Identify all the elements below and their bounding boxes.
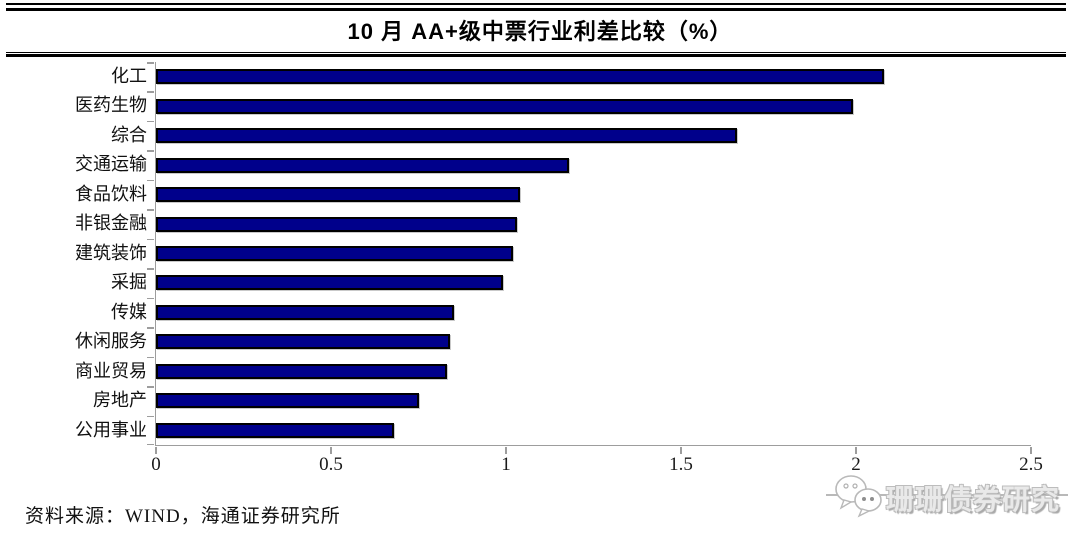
bar <box>156 246 513 261</box>
y-axis-tick <box>147 268 154 270</box>
y-axis-tick <box>147 150 154 152</box>
y-axis-tick <box>147 238 154 241</box>
category-label: 采掘 <box>111 272 147 293</box>
y-axis-tick <box>147 443 154 445</box>
source-note: 资料来源：WIND，海通证券研究所 <box>25 506 341 527</box>
bar <box>156 216 517 232</box>
x-axis-tick-label: 2.5 <box>1019 454 1043 475</box>
bar <box>156 422 394 438</box>
category-label: 休闲服务 <box>75 331 147 352</box>
bar <box>156 363 447 379</box>
bar <box>156 393 419 409</box>
category-label: 传媒 <box>111 301 147 322</box>
y-axis-tick <box>147 327 154 329</box>
bar <box>156 128 737 144</box>
plot-area: 0 0.5 1 1.5 2 2.5 <box>147 62 1043 475</box>
y-axis-tick <box>147 120 154 123</box>
bar <box>156 304 454 320</box>
chart-title: 10 月 AA+级中票行业利差比较（%） <box>347 19 733 44</box>
bar <box>156 157 569 173</box>
bar <box>156 334 450 350</box>
x-axis-tick <box>1030 446 1032 454</box>
y-axis-tick <box>147 386 154 388</box>
category-label: 商业贸易 <box>75 360 147 381</box>
y-axis-tick <box>147 297 154 300</box>
y-axis-tick <box>147 179 154 182</box>
title-underline-thick <box>6 54 1066 57</box>
x-axis-tick <box>680 446 682 454</box>
category-label: 交通运输 <box>75 154 147 175</box>
category-label: 食品饮料 <box>75 183 147 204</box>
y-axis-tick <box>147 356 154 359</box>
y-axis-tick <box>147 62 154 64</box>
y-axis-tick <box>147 209 154 211</box>
x-axis-tick-label: 0 <box>151 454 161 475</box>
bar <box>156 98 853 114</box>
category-label: 建筑装饰 <box>75 242 147 263</box>
x-axis-tick-label: 1 <box>501 454 511 475</box>
x-axis-tick-label: 2 <box>851 454 861 475</box>
top-border-line-thick <box>6 8 1066 11</box>
bar <box>156 187 520 203</box>
category-label: 综合 <box>111 124 147 145</box>
category-label: 公用事业 <box>75 419 147 440</box>
category-label: 非银金融 <box>75 213 147 234</box>
watermark-text: 珊珊债券研究 <box>886 485 1061 516</box>
category-label: 房地产 <box>93 390 147 411</box>
x-axis-tick <box>505 446 507 454</box>
x-axis-tick-label: 0.5 <box>319 454 343 475</box>
y-axis-category-labels: 化工医药生物综合交通运输食品饮料非银金融建筑装饰采掘传媒休闲服务商业贸易房地产公… <box>0 62 147 445</box>
y-axis-tick <box>147 91 154 93</box>
x-axis-tick <box>855 446 857 454</box>
watermark-strikethrough-line <box>826 494 1068 496</box>
bar <box>156 275 503 291</box>
wechat-icon <box>835 475 882 518</box>
title-underline-thin <box>6 52 1066 53</box>
bar <box>156 69 884 85</box>
x-axis-tick <box>155 446 157 454</box>
category-label: 化工 <box>111 66 147 86</box>
x-axis-tick <box>330 446 332 454</box>
category-label: 医药生物 <box>75 95 147 116</box>
watermark: 珊珊债券研究 <box>826 470 1068 522</box>
y-axis-tick <box>147 415 154 418</box>
top-border-line-thin <box>6 3 1066 5</box>
x-axis-tick-label: 1.5 <box>669 454 693 475</box>
